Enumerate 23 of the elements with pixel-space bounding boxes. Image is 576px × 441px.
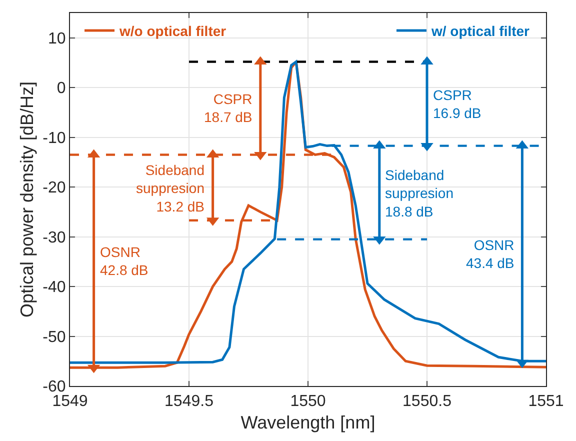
y-tick-label: -50 — [42, 328, 66, 346]
y-tick-label: -40 — [42, 279, 66, 296]
x-tick-label: 1549.5 — [164, 393, 214, 410]
series-label: CSPR 16.9 dB — [433, 87, 482, 122]
series-label: OSNR 42.8 dB — [100, 244, 148, 278]
x-axis-title: Wavelength [nm] — [240, 412, 376, 432]
y-tick-label: 10 — [48, 30, 66, 48]
y-axis-title: Optical power density [dB/Hz] — [16, 81, 37, 318]
x-tick-label: 1549 — [52, 393, 88, 410]
y-tick-label: -20 — [42, 180, 66, 197]
y-tick-label: -10 — [42, 130, 66, 147]
y-tick-label: -60 — [42, 378, 66, 396]
y-tick-label: 0 — [56, 80, 66, 98]
x-tick-label: 1550.5 — [402, 393, 452, 410]
x-tick-label: 1550 — [290, 393, 326, 410]
series-label: CSPR 18.7 dB — [204, 91, 252, 126]
legend-label: w/o optical filter — [118, 22, 227, 39]
x-tick-label: 1551 — [528, 393, 564, 410]
series-label: OSNR 43.4 dB — [466, 237, 514, 272]
series-label: Sideband suppresion 18.8 dB — [385, 167, 454, 220]
series-label: Sideband suppresion 13.2 dB — [136, 162, 204, 214]
legend-label: w/ optical filter — [430, 22, 530, 39]
y-tick-label: -30 — [42, 229, 66, 246]
